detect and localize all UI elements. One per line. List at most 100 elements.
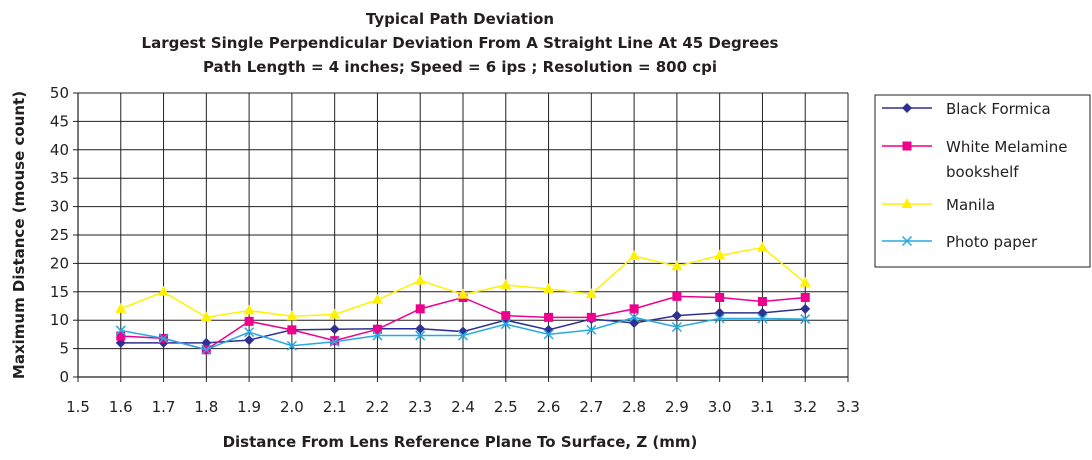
x-marker-stroke (543, 329, 554, 340)
data-point-white-melamine-bookshelf (757, 296, 767, 306)
x-tick-label: 2.1 (323, 398, 347, 416)
series-group (115, 241, 811, 355)
legend-item-black-formica: Black Formica (882, 100, 1051, 118)
x-tick-label: 2.5 (494, 398, 518, 416)
legend-marker-black-formica (902, 103, 912, 113)
data-point-photo-paper (800, 314, 811, 325)
y-tick-label: 50 (50, 84, 69, 102)
data-point-manila (756, 241, 768, 252)
data-point-white-melamine-bookshelf (715, 292, 725, 302)
data-point-white-melamine-bookshelf (116, 331, 126, 341)
x-tick-label: 1.5 (66, 398, 90, 416)
data-point-white-melamine-bookshelf (244, 316, 254, 326)
x-tick-label: 2.8 (622, 398, 646, 416)
series-photo-paper (115, 312, 811, 355)
data-point-manila (371, 293, 383, 304)
legend-item-white-melamine-bookshelf: White Melamine bookshelf (882, 138, 1067, 181)
legend-marker-manila (901, 198, 913, 208)
data-point-photo-paper (629, 312, 640, 323)
y-tick-label: 25 (50, 226, 69, 244)
data-point-manila (457, 288, 469, 299)
x-tick-label: 2.6 (537, 398, 561, 416)
data-point-photo-paper (329, 336, 340, 347)
x-tick-label: 1.8 (194, 398, 218, 416)
data-point-black-formica (329, 324, 340, 335)
legend-label: Black Formica (946, 100, 1051, 118)
data-point-photo-paper (244, 327, 255, 338)
x-axis-title: Distance From Lens Reference Plane To Su… (223, 433, 698, 451)
x-marker-stroke (500, 319, 511, 330)
data-point-photo-paper (671, 321, 682, 333)
x-tick-label: 1.6 (109, 398, 133, 416)
data-point-manila (543, 282, 555, 293)
legend-item-photo-paper: Photo paper (882, 233, 1038, 251)
chart-title: Typical Path Deviation (366, 10, 554, 28)
x-marker-stroke (901, 235, 913, 247)
x-marker-stroke (629, 312, 640, 323)
x-marker-stroke (115, 325, 126, 336)
x-marker-stroke (415, 330, 426, 341)
x-tick-label: 2.0 (280, 398, 304, 416)
x-tick-label: 3.1 (751, 398, 775, 416)
x-marker-stroke (244, 327, 255, 338)
data-point-manila (414, 274, 426, 285)
x-marker-stroke (286, 340, 297, 351)
x-marker-stroke (158, 333, 169, 344)
y-tick-label: 10 (50, 311, 69, 329)
data-point-photo-paper (286, 340, 297, 351)
x-tick-label: 2.9 (665, 398, 689, 416)
data-point-photo-paper (543, 329, 554, 340)
x-tick-label: 1.9 (237, 398, 261, 416)
data-point-photo-paper (757, 313, 768, 324)
data-point-photo-paper (457, 330, 469, 341)
y-tick-label: 15 (50, 283, 69, 301)
axes (73, 92, 849, 382)
legend: Black Formica White Melamine bookshelf Mani… (874, 94, 1091, 268)
data-point-photo-paper (115, 325, 126, 336)
x-tick-label: 2.2 (366, 398, 390, 416)
data-point-manila (714, 249, 726, 260)
chart-subtitle-2: Path Length = 4 inches; Speed = 6 ips ; … (203, 58, 717, 76)
x-marker-stroke (372, 330, 383, 341)
y-tick-label: 5 (59, 340, 69, 358)
data-point-manila (585, 288, 597, 299)
data-point-white-melamine-bookshelf (415, 304, 425, 314)
y-tick-labels: 0 5 10 15 20 25 30 35 40 45 50 (50, 84, 69, 386)
data-point-white-melamine-bookshelf (672, 291, 682, 301)
x-marker-stroke (714, 313, 725, 324)
legend-box (874, 94, 1091, 268)
x-tick-label: 3.3 (836, 398, 860, 416)
data-point-manila (243, 304, 255, 315)
x-marker-stroke (329, 336, 340, 347)
data-point-white-melamine-bookshelf (586, 312, 596, 322)
y-tick-label: 40 (50, 141, 69, 159)
data-point-black-formica (800, 303, 811, 314)
data-point-photo-paper (415, 330, 426, 341)
data-point-black-formica (671, 310, 682, 321)
data-point-white-melamine-bookshelf (372, 324, 382, 334)
legend-marker-photo-paper (901, 235, 913, 247)
legend-label: bookshelf (946, 163, 1019, 181)
data-point-black-formica (714, 307, 725, 318)
x-marker-stroke (800, 314, 811, 325)
legend-label: Manila (946, 196, 995, 214)
chart-subtitle-1: Largest Single Perpendicular Deviation F… (142, 34, 779, 52)
x-marker-stroke (671, 321, 682, 333)
data-point-black-formica (244, 335, 255, 346)
x-marker-stroke (457, 330, 469, 341)
legend-label: White Melamine (946, 138, 1067, 156)
x-marker-stroke (586, 324, 597, 335)
data-point-manila (200, 311, 212, 322)
data-point-white-melamine-bookshelf (287, 325, 297, 335)
x-tick-label: 1.7 (152, 398, 176, 416)
data-point-black-formica (629, 318, 640, 329)
x-tick-label: 3.2 (793, 398, 817, 416)
data-point-photo-paper (586, 324, 597, 335)
data-point-white-melamine-bookshelf (330, 336, 340, 346)
y-tick-label: 35 (50, 169, 69, 187)
x-marker-stroke (201, 344, 212, 355)
x-marker-stroke (757, 313, 768, 324)
x-tick-labels: 1.5 1.6 1.7 1.8 1.9 2.0 2.1 2.2 2.3 2.4 2.5 2.6 2.7 2… (66, 398, 860, 416)
data-point-manila (329, 308, 341, 319)
